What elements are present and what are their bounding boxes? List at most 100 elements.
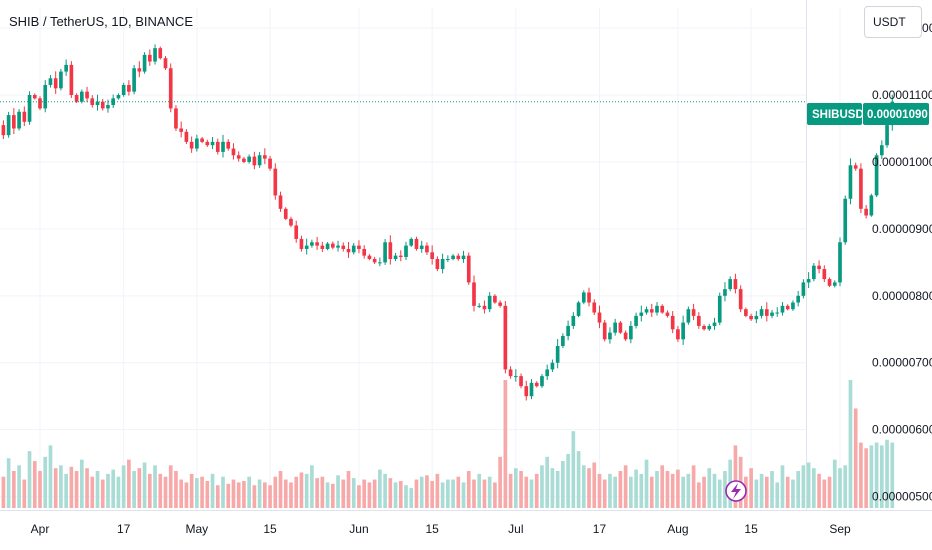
volume-bar [540,465,544,508]
volume-bar [623,465,628,508]
candle-body [775,312,780,314]
volume-bar [477,473,482,508]
candle-body [17,111,21,129]
volume-bar [513,468,518,508]
candle-body [247,156,251,162]
candle-body [393,255,398,259]
volume-bar [472,479,476,508]
price-axis[interactable]: 0.000012000.000011000.000010000.00000900… [872,21,932,504]
candle-body [832,282,837,286]
volume-bar [712,473,717,508]
volume-bar [602,479,607,508]
price-badge-bg [863,103,929,125]
volume-bar [592,462,597,508]
candle-body [472,282,476,306]
volume-bar [158,473,163,508]
candle-body [351,245,356,253]
candle-body [116,95,121,99]
volume-bar [508,473,513,508]
volume-bar [676,469,680,508]
volume-bar [859,442,863,508]
volume-bar [163,476,168,508]
volume-bar [519,471,523,508]
candle-body [608,332,612,340]
volume-bar [456,476,461,508]
candle-body [100,101,105,109]
candle-body [524,386,529,397]
x-tick-label: Aug [667,522,688,536]
candle-body [618,322,623,333]
volume-bar [346,471,351,508]
volume-bar [832,459,837,508]
volume-bar [681,476,685,508]
candle-body [859,168,863,209]
volume-bar [357,485,361,508]
candle-body [325,243,330,249]
candle-body [1,125,6,136]
candle-body [874,155,879,196]
candle-body [268,158,272,169]
volume-bar [759,473,764,508]
lightning-icon[interactable] [725,480,747,502]
x-tick-label: 17 [593,522,607,536]
volume-bar [106,473,110,508]
volume-bar [686,473,691,508]
candle-body [299,238,304,249]
volume-bar [372,479,377,508]
volume-bar [754,479,759,508]
volume-bar [268,485,272,508]
volume-bar [571,431,576,508]
volume-bar [195,478,199,508]
volume-bar [200,476,204,508]
candle-body [210,141,215,146]
volume-bar [294,476,299,508]
candle-body [388,242,393,259]
candle-body [534,382,539,387]
x-tick-label: 15 [263,522,277,536]
volume-bar [90,476,95,508]
volume-bar [566,453,570,508]
volume-bar [629,476,633,508]
volume-bar [655,471,659,508]
volume-bar [770,471,774,508]
volume-bar [378,469,382,508]
volume-bar [22,479,27,508]
volume-bar [550,468,555,508]
candle-body [566,325,570,336]
candle-body [733,279,738,290]
volume-bar [59,465,63,508]
candle-body [796,295,800,303]
volume-bar [325,482,330,508]
chart-title: SHIB / TetherUS, 1D, BINANCE [9,14,193,29]
volume-bar [398,480,403,508]
candle-body [200,138,204,142]
volume-bar [53,468,58,508]
candle-body [744,309,748,316]
x-tick-label: 17 [117,522,131,536]
volume-bar [848,380,853,508]
volume-bar [247,476,251,508]
candle-body [179,128,184,132]
candle-body [32,95,37,99]
candle-body [592,302,597,313]
candle-body [702,325,706,330]
volume-bar [880,445,884,508]
volume-bar [310,465,314,508]
candle-body [712,322,717,326]
candle-body [696,315,701,326]
volume-bar [74,471,79,508]
volume-bar [785,476,790,508]
candle-body [461,255,466,259]
time-axis[interactable]: Apr 17 May 15 Jun 15 Jul 17 Aug 15 Sep [31,522,851,536]
volume-bar [43,456,48,508]
candle-body [665,312,670,316]
currency-selector[interactable]: USDT [864,6,922,38]
volume-bar [184,482,189,508]
candle-body [215,141,220,152]
volume-bar [100,479,105,508]
volume-bar [299,472,304,508]
volume-bar [409,488,414,508]
volume-bar [435,473,440,508]
candle-body [367,255,372,259]
